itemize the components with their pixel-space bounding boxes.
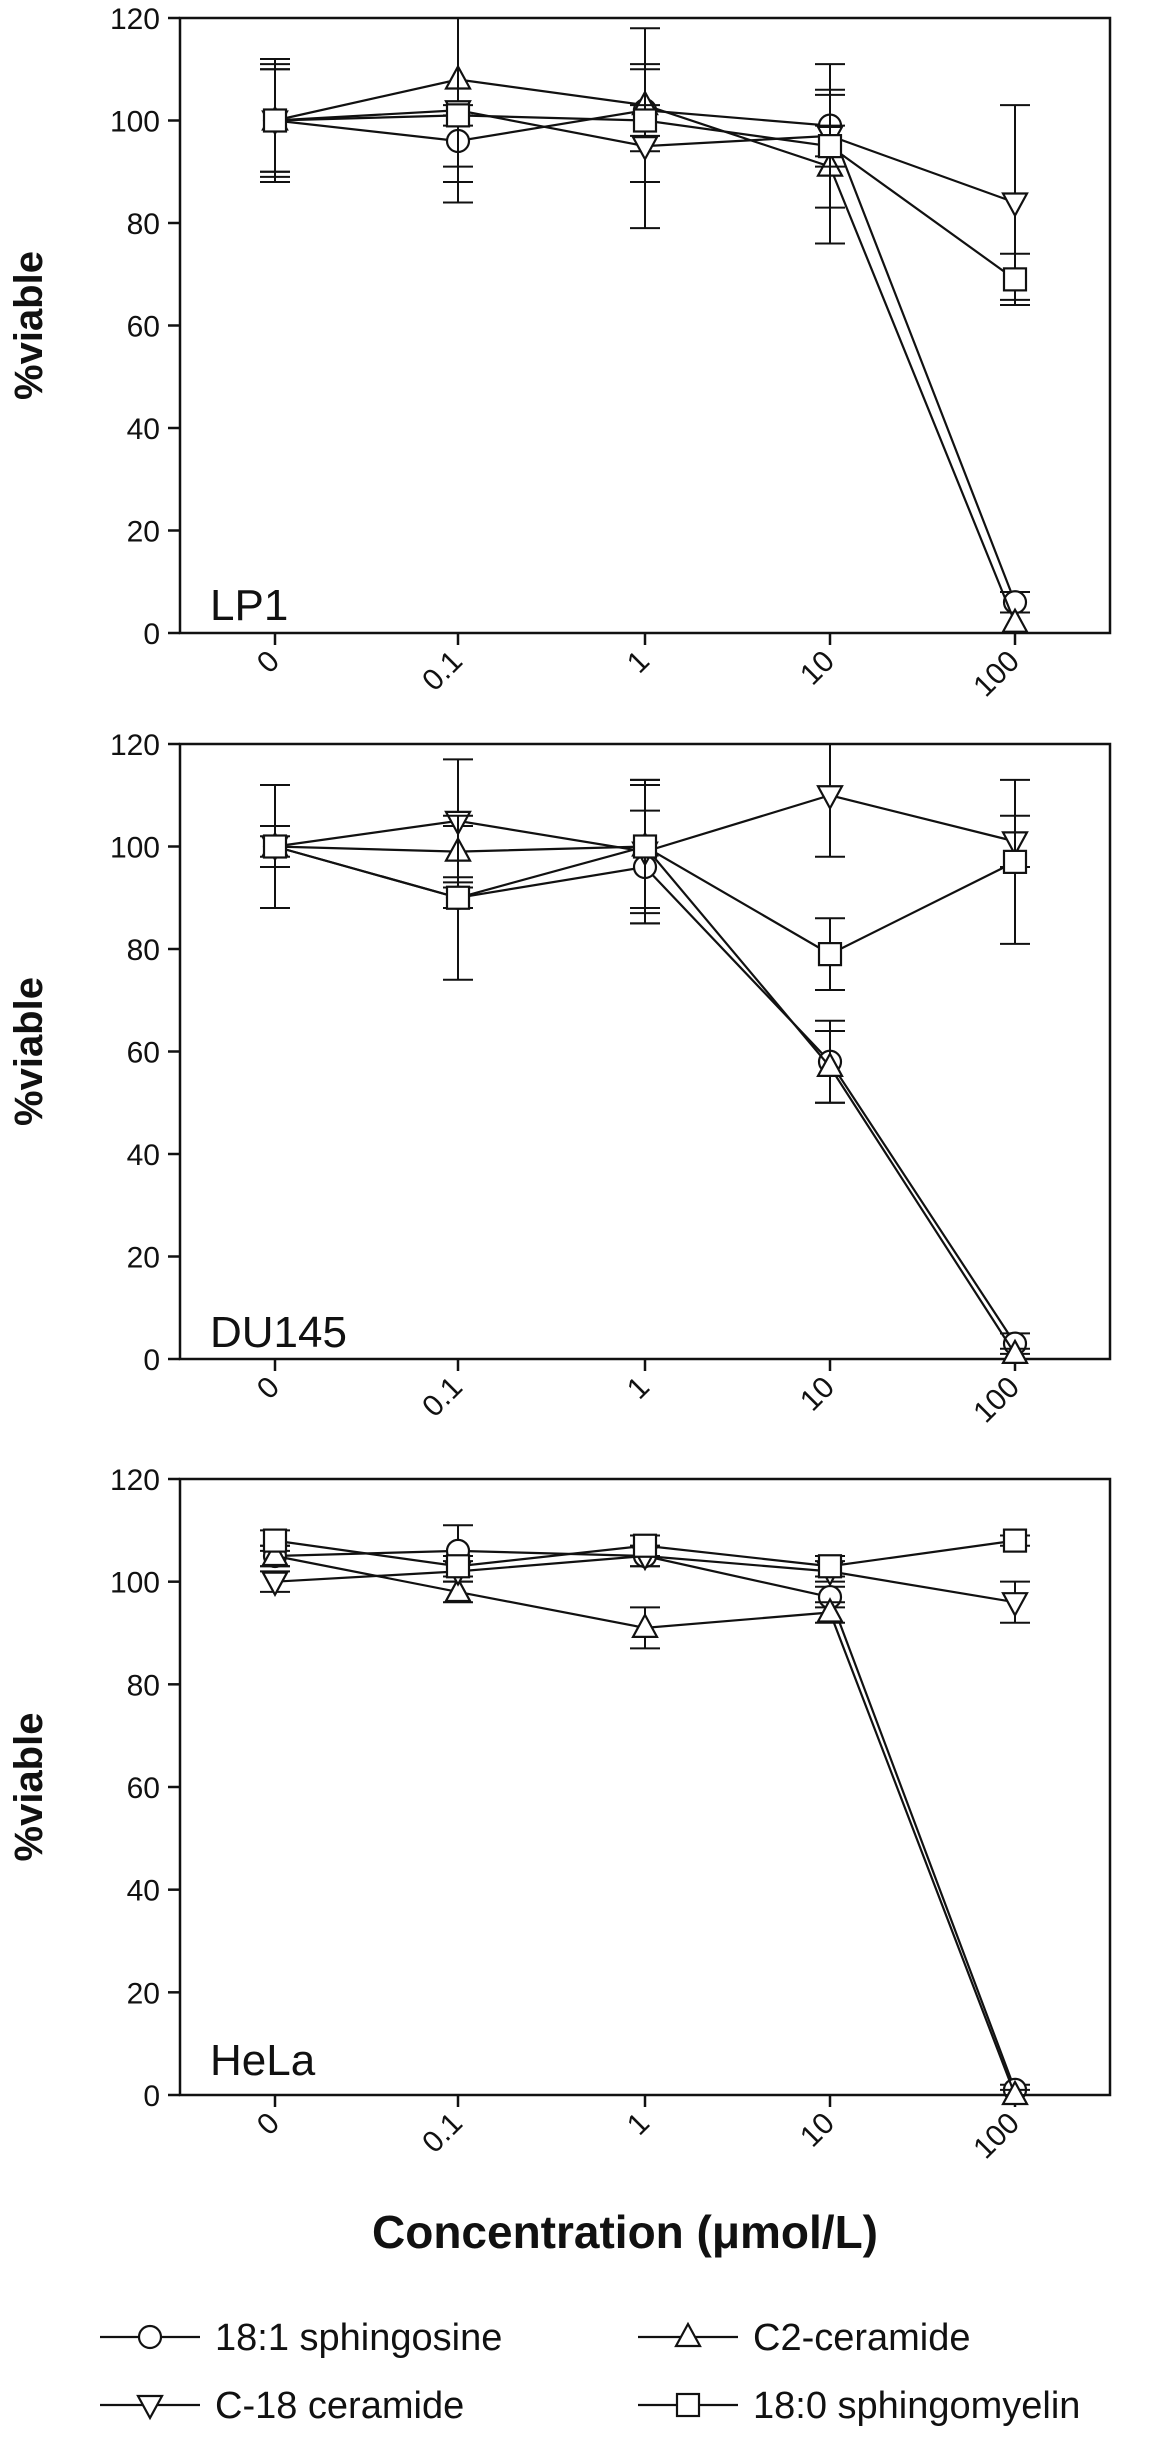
data-point: [1001, 192, 1029, 218]
y-tick-label: 0: [143, 1344, 160, 1377]
data-point: [444, 1576, 472, 1603]
legend: 18:1 sphingosine C2-ceramide C-18 ceramide…: [100, 2317, 1080, 2427]
y-tick-label: 120: [110, 729, 160, 762]
y-tick-label: 80: [127, 1669, 160, 1702]
y-tick-label: 0: [143, 618, 160, 651]
y-tick-label: 40: [127, 1875, 160, 1908]
y-axis-title: %viable: [7, 251, 51, 400]
data-point: [631, 1612, 659, 1638]
legend-label: 18:1 sphingosine: [215, 2317, 502, 2359]
data-point: [262, 1528, 288, 1553]
legend-item: C-18 ceramide: [100, 2385, 464, 2427]
x-tick-label: 10: [794, 645, 841, 692]
panel-label: DU145: [210, 1308, 347, 1357]
x-tick-label: 0: [251, 645, 286, 680]
panel-label: HeLa: [210, 2036, 316, 2085]
x-tick-label: 0: [251, 2107, 286, 2142]
chart-panel-LP1: 0 20 40 60 80 100 120 0 0.1 1 10 100 %viable LP1: [7, 3, 1112, 704]
panel-label: LP1: [210, 581, 288, 630]
legend-marker: [136, 2394, 164, 2421]
y-tick-label: 100: [110, 106, 160, 139]
x-tick-label: 10: [794, 2107, 841, 2154]
data-point: [817, 1554, 843, 1579]
data-point: [817, 942, 843, 967]
series-triangle-up: [260, 1540, 1030, 2106]
x-tick-label: 1: [621, 645, 656, 680]
data-point: [1001, 2079, 1029, 2106]
x-tick-label: 10: [794, 1371, 841, 1418]
x-tick-label: 100: [967, 2107, 1026, 2166]
x-tick-label: 0: [251, 1371, 286, 1406]
y-tick-label: 120: [110, 1464, 160, 1497]
chart-panel-DU145: 0 20 40 60 80 100 120 0 0.1 1 10 100 %viable DU145: [7, 729, 1112, 1430]
y-tick-label: 20: [127, 516, 160, 549]
data-point: [817, 134, 843, 159]
data-point: [632, 1533, 658, 1558]
y-tick-label: 80: [127, 208, 160, 241]
data-point: [632, 834, 658, 859]
y-tick-label: 0: [143, 2080, 160, 2113]
y-tick-label: 80: [127, 934, 160, 967]
data-point: [261, 1540, 289, 1567]
data-point: [816, 1051, 844, 1077]
data-point: [1002, 267, 1028, 292]
legend-marker: [674, 2321, 702, 2348]
data-point: [262, 834, 288, 859]
x-tick-label: 1: [621, 2107, 656, 2142]
data-point: [816, 1597, 844, 1623]
data-point: [1001, 1592, 1029, 1618]
y-tick-label: 60: [127, 1772, 160, 1805]
x-tick-label: 0.1: [416, 1371, 469, 1424]
legend-label: 18:0 sphingomyelin: [753, 2385, 1080, 2427]
y-axis-title: %viable: [7, 977, 51, 1126]
data-point: [631, 136, 659, 162]
legend-item: 18:0 sphingomyelin: [638, 2385, 1080, 2427]
x-tick-label: 100: [967, 1371, 1026, 1430]
y-tick-label: 100: [110, 1567, 160, 1600]
data-point: [1002, 849, 1028, 874]
legend-marker: [137, 2324, 163, 2350]
legend-label: C2-ceramide: [753, 2317, 971, 2359]
data-point: [445, 1554, 471, 1579]
x-tick-label: 0.1: [416, 645, 469, 698]
data-point: [1001, 1338, 1029, 1364]
y-tick-label: 120: [110, 3, 160, 36]
legend-marker: [675, 2392, 701, 2418]
data-point: [445, 885, 471, 910]
chart-panel-HeLa: 0 20 40 60 80 100 120 0 0.1 1 10 100 %viable HeLa: [7, 1464, 1112, 2166]
data-point: [632, 108, 658, 133]
y-tick-label: 60: [127, 311, 160, 344]
data-point: [261, 1571, 289, 1597]
y-tick-label: 40: [127, 1139, 160, 1172]
plot-frame: [178, 1477, 1112, 2097]
x-tick-label: 0.1: [416, 2107, 469, 2160]
y-tick-label: 40: [127, 413, 160, 446]
data-point: [1002, 1528, 1028, 1553]
legend-item: 18:1 sphingosine: [100, 2317, 502, 2359]
data-point: [445, 103, 471, 128]
legend-label: C-18 ceramide: [215, 2385, 464, 2427]
x-tick-label: 100: [967, 645, 1026, 704]
data-point: [816, 785, 844, 811]
x-axis-title: Concentration (μmol/L): [372, 2206, 878, 2258]
y-axis-title: %viable: [7, 1713, 51, 1862]
legend-item: C2-ceramide: [638, 2317, 971, 2359]
x-tick-label: 1: [621, 1371, 656, 1406]
y-tick-label: 100: [110, 832, 160, 865]
series-square: [260, 778, 1030, 991]
data-point: [262, 108, 288, 133]
data-point: [1001, 607, 1029, 633]
y-tick-label: 60: [127, 1037, 160, 1070]
y-tick-label: 20: [127, 1977, 160, 2010]
y-tick-label: 20: [127, 1242, 160, 1275]
series-square: [260, 68, 1030, 306]
series-square: [260, 1528, 1030, 1579]
